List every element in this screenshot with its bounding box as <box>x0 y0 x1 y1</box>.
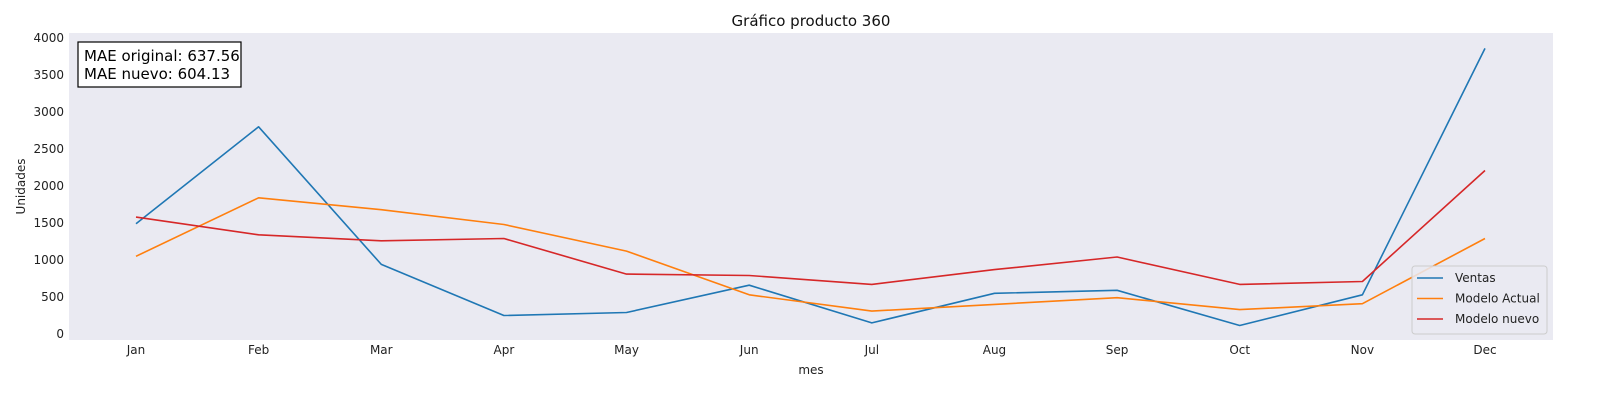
x-axis-label: mes <box>798 363 823 377</box>
x-tick-label: May <box>614 343 639 357</box>
x-tick-label: Jan <box>126 343 146 357</box>
x-tick-label: Dec <box>1473 343 1496 357</box>
annotation-frame <box>77 41 242 88</box>
x-tick-label: Feb <box>248 343 269 357</box>
x-tick-label: Sep <box>1106 343 1129 357</box>
legend-frame <box>1411 265 1548 335</box>
y-tick-label: 3500 <box>33 68 64 82</box>
y-tick-label: 1000 <box>33 253 64 267</box>
x-tick-label: Oct <box>1229 343 1250 357</box>
annotation-mae-nuevo: MAE nuevo: 604.13 <box>84 65 230 83</box>
legend-label: Modelo nuevo <box>1455 312 1539 326</box>
series-line-1 <box>135 48 1486 327</box>
series-line-2 <box>135 197 1486 312</box>
legend-label: Modelo Actual <box>1455 292 1540 306</box>
annotation-mae-original: MAE original: 637.56 <box>84 47 240 65</box>
y-tick-label: 0 <box>56 327 64 341</box>
y-tick-label: 4000 <box>33 31 64 45</box>
legend: Ventas Modelo Actual Modelo nuevo <box>1411 265 1548 335</box>
x-axis-ticks: Jan Feb Mar Apr May Jun Jul Aug Sep Oct Nov Dec <box>126 343 1497 357</box>
y-axis-label: Unidades <box>14 159 28 215</box>
y-tick-label: 2500 <box>33 142 64 156</box>
mae-annotation-box: MAE original: 637.56 MAE nuevo: 604.13 <box>77 41 242 88</box>
x-tick-label: Jul <box>864 343 879 357</box>
y-tick-label: 500 <box>41 290 64 304</box>
chart-title: Gráfico producto 360 <box>732 12 891 30</box>
x-tick-label: Apr <box>494 343 515 357</box>
x-tick-label: Nov <box>1351 343 1374 357</box>
x-tick-label: Mar <box>370 343 393 357</box>
y-axis-ticks: 0 500 1000 1500 2000 2500 3000 3500 4000 <box>33 31 64 341</box>
legend-label: Ventas <box>1455 271 1496 285</box>
y-tick-label: 2000 <box>33 179 64 193</box>
x-tick-label: Jun <box>739 343 759 357</box>
x-tick-label: Aug <box>983 343 1006 357</box>
series-line-3 <box>135 169 1486 286</box>
y-tick-label: 1500 <box>33 216 64 230</box>
plot-background <box>69 33 1553 340</box>
series-lines <box>135 48 1486 327</box>
y-tick-label: 3000 <box>33 105 64 119</box>
